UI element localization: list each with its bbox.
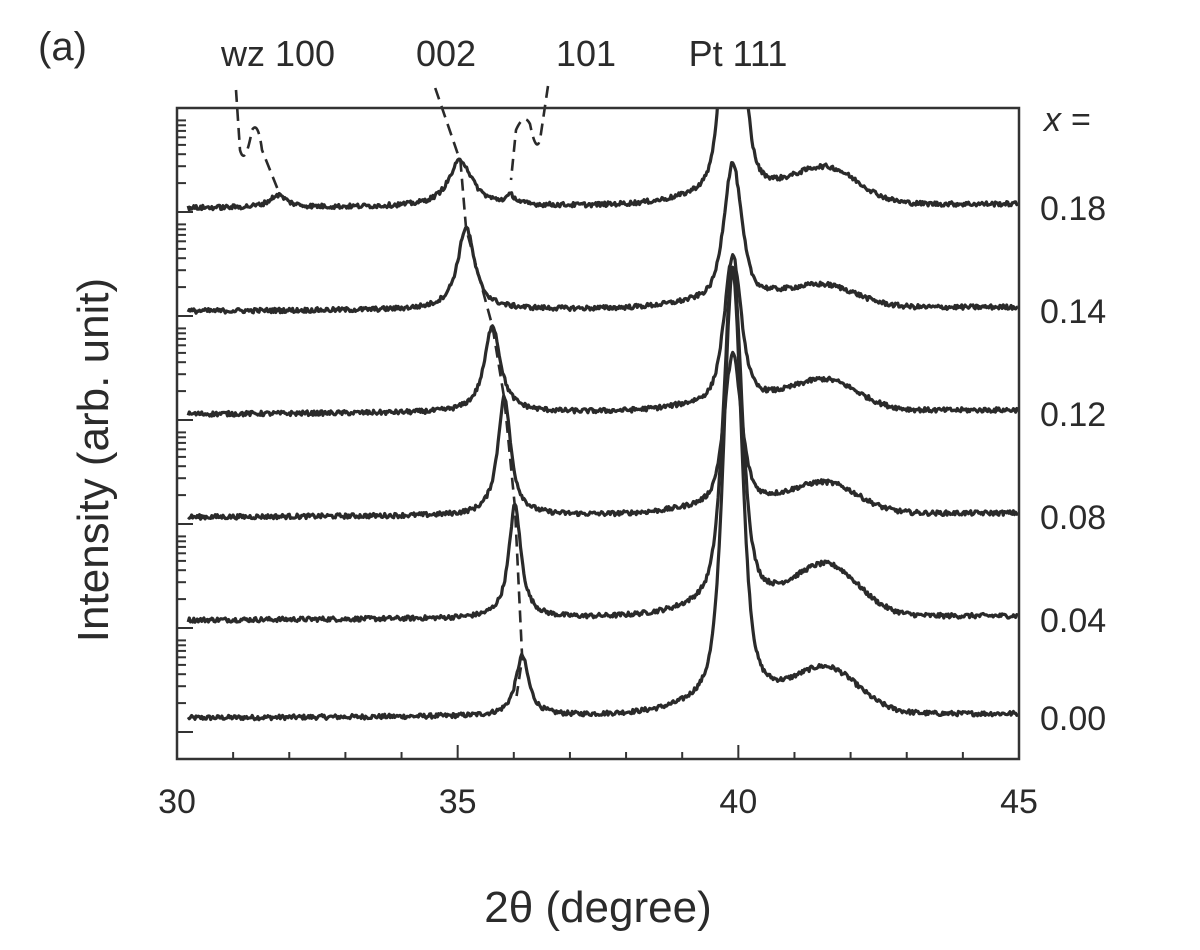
guide-wz100: [234, 89, 280, 191]
series-label-0.18: 0.18: [1040, 190, 1106, 228]
series-label-0.00: 0.00: [1040, 700, 1106, 738]
series-label-0.08: 0.08: [1040, 499, 1106, 537]
peak-label-002: 002: [416, 33, 476, 74]
y-axis-ticks: [177, 119, 193, 733]
peak-label-pt111: Pt 111: [689, 33, 788, 74]
series-label-0.04: 0.04: [1040, 602, 1106, 640]
peak-label-wz100: wz 100: [220, 33, 335, 74]
x-tick-label-35: 35: [439, 783, 477, 821]
x-tick-label-40: 40: [719, 783, 757, 821]
trace-x-0.18: [186, 108, 1019, 212]
series-label-0.12: 0.12: [1040, 396, 1106, 434]
series-labels: 0.00 0.04 0.08 0.12 0.14 0.18: [1040, 190, 1106, 738]
trace-x-0.04: [186, 265, 1019, 624]
x-axis-ticks: 30 35 40 45: [158, 745, 1038, 821]
trace-x-0.12: [186, 253, 1019, 418]
x-tick-label-45: 45: [1000, 783, 1038, 821]
guide-101: [509, 85, 550, 181]
trace-x-0.00: [186, 270, 1019, 722]
trace-x-0.14: [186, 161, 1019, 315]
peak-guide-lines: [234, 85, 550, 697]
plot-frame: [175, 106, 1021, 761]
peak-label-101: 101: [556, 33, 616, 74]
spectra-traces: [186, 108, 1019, 722]
trace-x-0.08: [187, 350, 1019, 521]
y-axis-title: Intensity (arb. unit): [69, 278, 118, 642]
series-header: x =: [1042, 101, 1090, 139]
panel-label: (a): [38, 25, 87, 69]
x-axis-title: 2θ (degree): [484, 883, 711, 932]
x-tick-label-30: 30: [158, 783, 196, 821]
series-label-0.14: 0.14: [1040, 293, 1106, 331]
guide-002: [433, 87, 524, 697]
